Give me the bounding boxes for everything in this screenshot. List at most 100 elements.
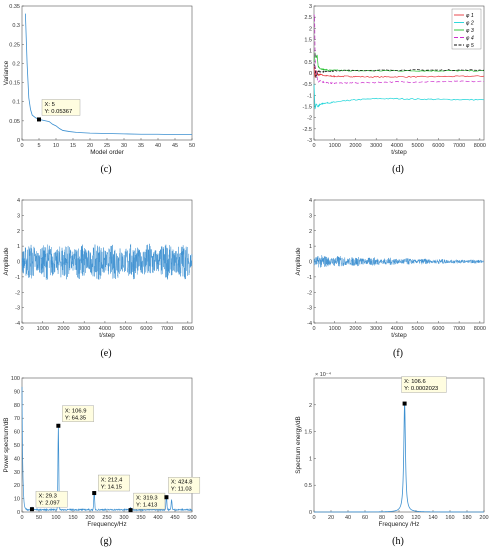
y-tick-label: 20 <box>14 483 20 489</box>
y-tick-label: -2 <box>307 290 312 296</box>
x-tick-label: 40 <box>155 143 161 149</box>
datatip-y-text: Y: 14.15 <box>101 485 122 491</box>
x-tick-label: 4000 <box>99 326 111 332</box>
x-tick-label: 35 <box>138 143 144 149</box>
signal-trace <box>21 243 193 280</box>
x-axis-label: t/step <box>391 332 407 339</box>
x-tick-label: 450 <box>170 515 179 521</box>
x-tick-label: 120 <box>411 515 420 521</box>
y-tick-label: 2 <box>17 229 20 235</box>
y-tick-label: -3 <box>15 306 20 312</box>
y-axis-label: Amplitude <box>295 247 302 275</box>
x-tick-label: 3000 <box>370 143 382 149</box>
legend-label: φ 3 <box>466 28 474 34</box>
x-tick-label: 7000 <box>161 326 173 332</box>
x-axis-label: Frequency /Hz <box>379 521 420 528</box>
y-tick-label: 1.5 <box>304 430 312 436</box>
y-tick-label: 0.2 <box>12 61 20 67</box>
x-tick-label: 300 <box>119 515 128 521</box>
datatip-y-text: Y: 0.05367 <box>45 109 73 115</box>
y-tick-label: 10 <box>14 497 20 503</box>
x-tick-label: 0 <box>20 326 23 332</box>
x-axis-label: t/step <box>99 332 115 339</box>
chart-panel-g: 0 50 100 150 200 250 300 350 400 450 500 0 10 20 30 40 5… <box>3 376 201 547</box>
datatip-y-text: Y: 0.0002023 <box>404 386 438 392</box>
datatip-box <box>41 99 81 116</box>
x-tick-label: 180 <box>462 515 471 521</box>
y-tick-label: 0.1 <box>12 100 20 106</box>
chart-panel-f: 0 1000 2000 3000 4000 5000 6000 7000 8000 -4 -3 -2 -… <box>295 198 486 359</box>
chart-panel-h: 0 20 40 60 80 100 120 140 160 180 200 0 0.5 1 1.5 2 Freq… <box>295 371 489 547</box>
x-tick-label: 40 <box>345 515 351 521</box>
plot-area <box>21 5 193 141</box>
datatip-x-text: X: 106.6 <box>404 379 426 385</box>
x-tick-label: 250 <box>102 515 111 521</box>
x-tick-label: 10 <box>53 143 59 149</box>
y-tick-label: -2 <box>307 116 312 122</box>
x-tick-label: 20 <box>87 143 93 149</box>
series-line-5 <box>313 63 485 78</box>
x-tick-label: 500 <box>187 515 196 521</box>
y-tick-label: 0.25 <box>9 42 20 48</box>
datatip-marker <box>29 507 34 512</box>
datatip-x-text: X: 319.3 <box>136 496 158 502</box>
y-tick-label: 0 <box>17 510 20 516</box>
x-tick-label: 4000 <box>391 143 403 149</box>
y-tick-label: 2 <box>309 26 312 32</box>
legend-label: φ 2 <box>466 21 474 27</box>
y-tick-label: 0.15 <box>9 81 20 87</box>
x-axis-label: t/step <box>391 149 407 156</box>
x-tick-label: 1000 <box>37 326 49 332</box>
x-tick-label: 200 <box>85 515 94 521</box>
y-tick-label: -3 <box>307 306 312 312</box>
datatip-x-text: X: 212.4 <box>101 478 123 484</box>
y-axis-label: Power spectrum/dB <box>3 418 10 473</box>
datatip-marker <box>164 495 169 500</box>
y-tick-label: -0.5 <box>303 82 312 88</box>
y-tick-label: 4 <box>17 198 20 204</box>
x-tick-label: 25 <box>104 143 110 149</box>
y-axis-label: Spectrum energy/dB <box>295 416 302 473</box>
x-tick-label: 1000 <box>329 326 341 332</box>
x-tick-label: 6000 <box>140 326 152 332</box>
datatip-x-text: X: 5 <box>45 102 55 108</box>
datatip-marker <box>92 491 97 496</box>
datatip-box <box>98 474 130 492</box>
datatip-box <box>168 477 201 494</box>
datatip-marker <box>37 117 41 122</box>
y-tick-label: 40 <box>14 456 20 462</box>
y-tick-label: 0 <box>17 138 20 144</box>
y-tick-label: 3 <box>309 4 312 10</box>
y-tick-label: 30 <box>14 470 20 476</box>
datatip-x-text: X: 424.8 <box>171 480 193 486</box>
x-tick-label: 7000 <box>453 143 465 149</box>
datatip-box <box>133 492 166 510</box>
x-tick-label: 2000 <box>349 143 361 149</box>
datatip-marker <box>56 423 61 428</box>
x-tick-label: 0 <box>312 515 315 521</box>
y-tick-label: 2.5 <box>304 15 312 21</box>
y-tick-label: 0.35 <box>9 4 20 10</box>
x-tick-label: 20 <box>328 515 334 521</box>
x-tick-label: 0 <box>312 143 315 149</box>
datatip-y-text: Y: 2.097 <box>38 501 59 507</box>
datatip-y-text: Y: 64.35 <box>65 415 86 421</box>
series-line-2 <box>313 84 485 110</box>
signal-trace <box>313 255 485 268</box>
y-tick-label: 1 <box>309 49 312 55</box>
x-tick-label: 60 <box>362 515 368 521</box>
chart-panel-e: 0 1000 2000 3000 4000 5000 6000 7000 8000 -4 -3 -2 -… <box>3 198 194 359</box>
x-tick-label: 2000 <box>349 326 361 332</box>
y-tick-label: 70 <box>14 416 20 422</box>
y-tick-label: 2 <box>309 403 312 409</box>
datatip-box <box>62 405 94 422</box>
y-tick-label: 2 <box>309 229 312 235</box>
y-tick-label: 4 <box>309 198 312 204</box>
y-tick-label: -1 <box>307 93 312 99</box>
y-tick-label: 1 <box>309 456 312 462</box>
y-tick-label: -4 <box>15 321 20 327</box>
y-tick-label: 90 <box>14 389 20 395</box>
x-tick-label: 8000 <box>474 326 486 332</box>
datatip-y-text: Y: 1.413 <box>136 503 157 509</box>
